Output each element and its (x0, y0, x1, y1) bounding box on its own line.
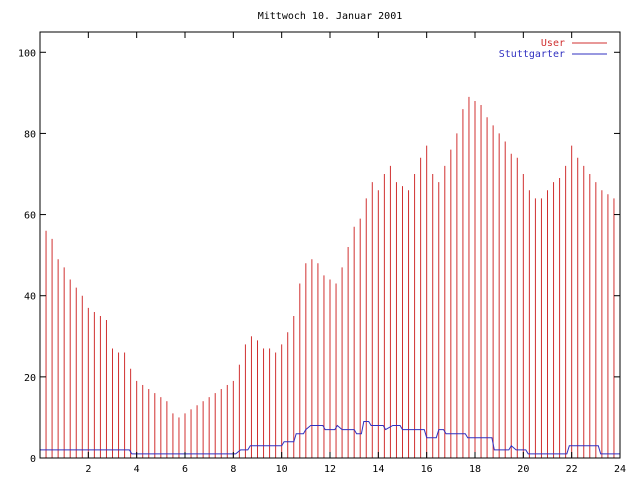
x-tick-label: 12 (324, 464, 336, 475)
chart-title: Mittwoch 10. Januar 2001 (258, 11, 403, 22)
y-tick-label: 80 (24, 129, 36, 140)
y-tick-label: 60 (24, 211, 36, 222)
stuttgarter-line-group (40, 421, 620, 455)
user-bars (39, 96, 621, 458)
x-tick-label: 2 (85, 464, 91, 475)
y-tick-label: 100 (18, 48, 36, 59)
y-tick-label: 0 (30, 454, 36, 465)
stuttgarter-line (40, 421, 620, 455)
y-tick-label: 40 (24, 292, 36, 303)
x-tick-label: 10 (276, 464, 288, 475)
legend-label: User (541, 38, 565, 49)
x-tick-label: 16 (421, 464, 433, 475)
x-tick-label: 24 (614, 464, 626, 475)
y-tick-label: 20 (24, 373, 36, 384)
x-tick-label: 6 (182, 464, 188, 475)
x-tick-label: 8 (230, 464, 236, 475)
x-tick-label: 22 (566, 464, 578, 475)
x-tick-label: 18 (469, 464, 481, 475)
x-tick-label: 4 (134, 464, 140, 475)
x-tick-label: 20 (517, 464, 529, 475)
x-tick-label: 14 (372, 464, 384, 475)
legend-label: Stuttgarter (499, 49, 565, 60)
